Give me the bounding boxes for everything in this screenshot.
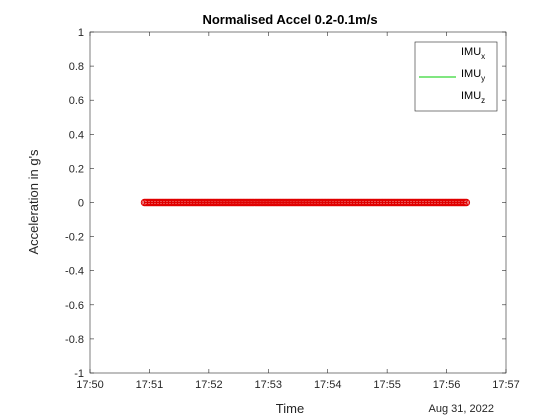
x-tick-label: 17:53 [255, 379, 283, 391]
x-tick-label: 17:51 [136, 379, 164, 391]
y-tick-label: -0.2 [65, 232, 84, 244]
y-axis: 1 0.8 0.6 0.4 0.2 0 -0.2 -0.4 -0.6 -0.8 -1 [65, 27, 506, 380]
legend-item-imu-x[interactable]: IMUx [419, 46, 485, 61]
y-tick-label: 0 [78, 198, 84, 210]
x-tick-label: 17:57 [492, 379, 520, 391]
x-axis: 17:50 17:51 17:52 17:53 17:54 17:55 17:56 17:57 [76, 32, 520, 391]
series-layer [140, 198, 471, 207]
y-tick-label: 0.2 [69, 163, 84, 175]
date-label: Aug 31, 2022 [429, 403, 494, 415]
x-tick-label: 17:52 [195, 379, 223, 391]
legend[interactable]: IMUx IMUy IMUz [414, 41, 498, 112]
y-tick-label: 0.4 [69, 129, 84, 141]
data-point-imu-z [462, 198, 471, 207]
x-tick-label: 17:54 [314, 379, 342, 391]
legend-item-imu-z[interactable]: IMUz [419, 90, 485, 105]
x-tick-label: 17:55 [373, 379, 401, 391]
y-axis-label: Acceleration in g's [26, 149, 41, 255]
y-tick-label: 1 [78, 27, 84, 39]
x-tick-label: 17:50 [76, 379, 104, 391]
y-tick-label: -0.6 [65, 300, 84, 312]
y-tick-label: 0.8 [69, 61, 84, 73]
y-tick-label: 0.6 [69, 95, 84, 107]
y-tick-label: -0.4 [65, 266, 84, 278]
x-tick-label: 17:56 [433, 379, 461, 391]
legend-label: IMUz [461, 90, 485, 105]
legend-label: IMUy [461, 68, 485, 83]
legend-label: IMUx [461, 46, 485, 61]
x-axis-label: Time [276, 401, 304, 416]
legend-item-imu-y[interactable]: IMUy [419, 68, 485, 83]
chart-title: Normalised Accel 0.2-0.1m/s [202, 12, 377, 27]
y-tick-label: -1 [74, 368, 84, 380]
y-tick-label: -0.8 [65, 334, 84, 346]
